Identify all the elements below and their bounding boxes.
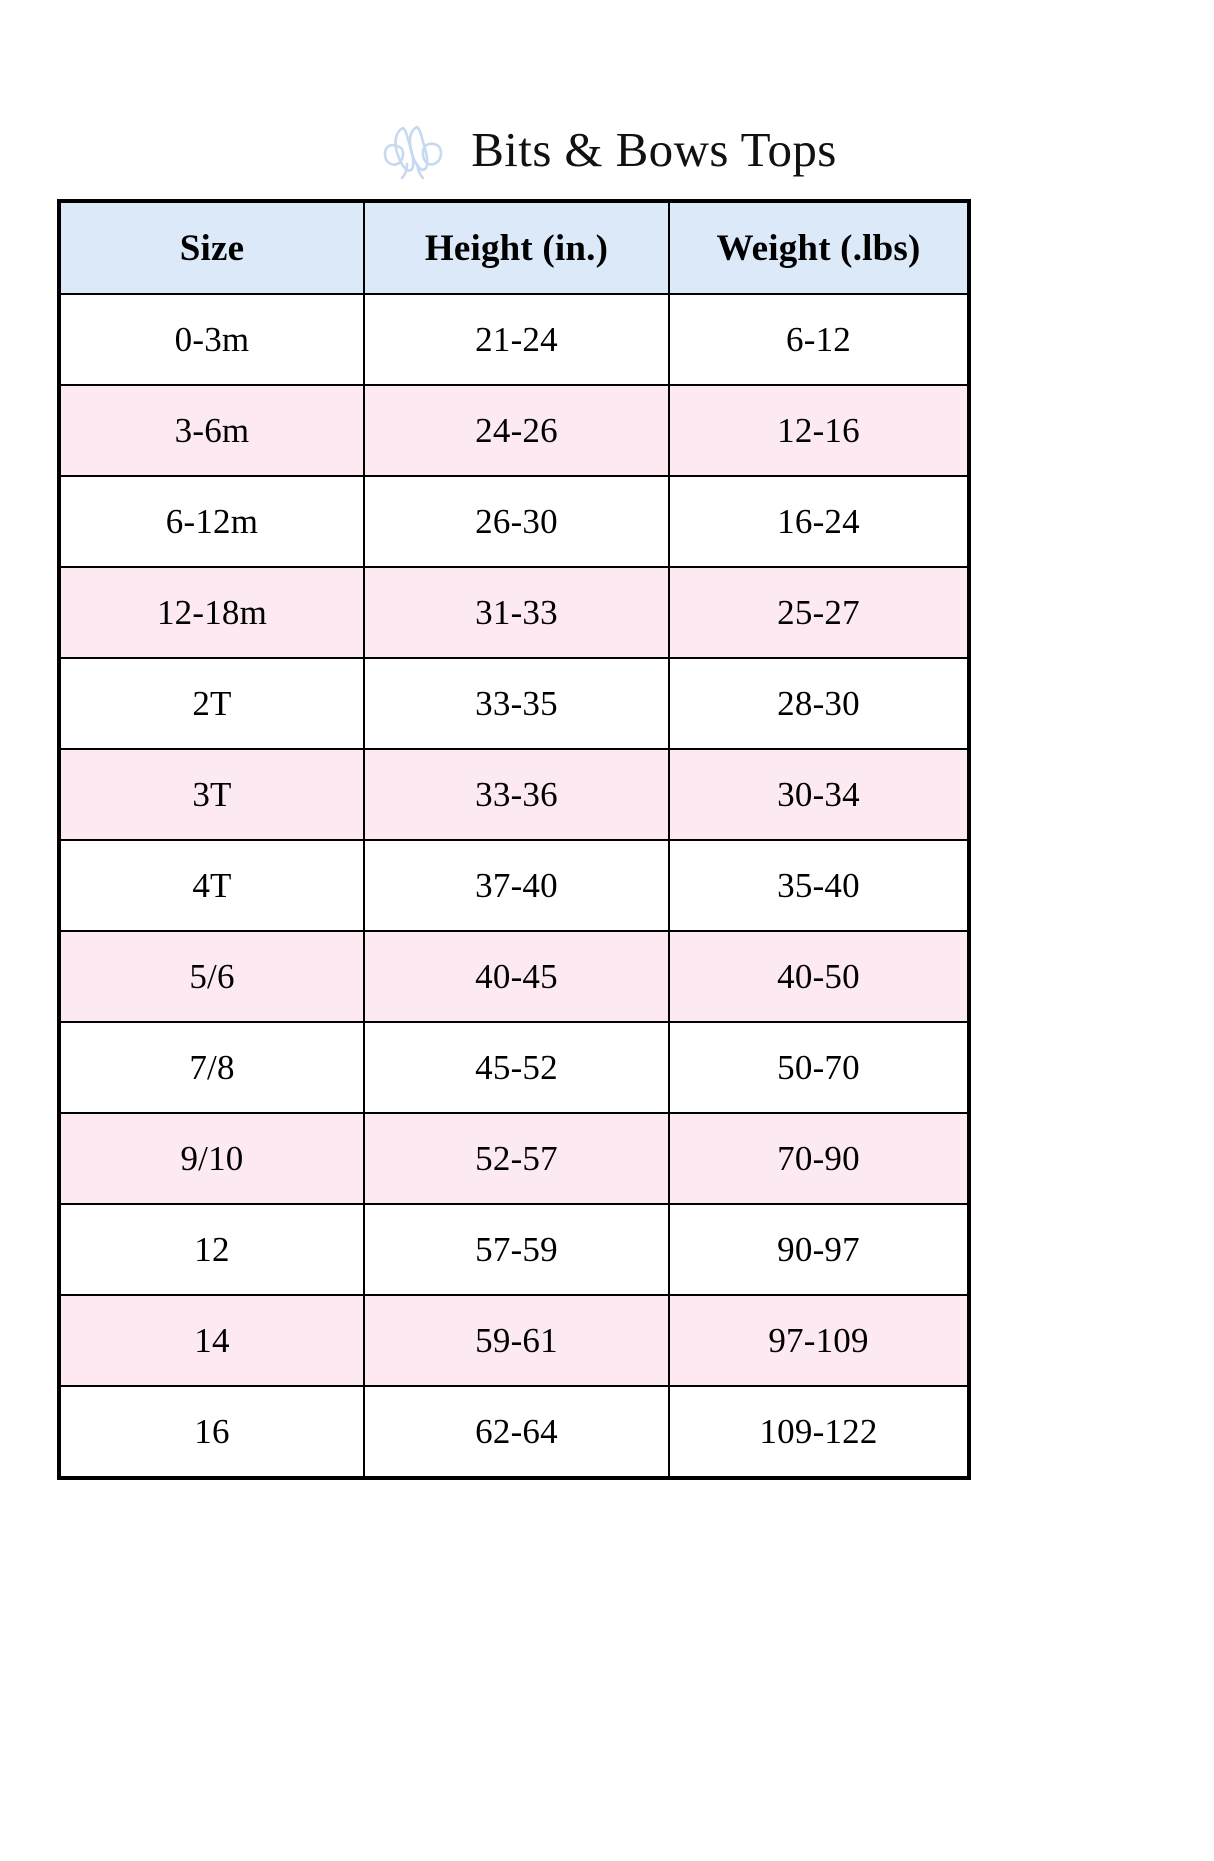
table-row: 0-3m 21-24 6-12 [58, 293, 970, 386]
cell-height: 33-36 [363, 748, 670, 841]
cell-height: 59-61 [363, 1294, 670, 1387]
cell-size: 7/8 [58, 1021, 365, 1114]
table-body: 0-3m 21-24 6-12 3-6m 24-26 12-16 6-12m 2… [58, 293, 970, 1479]
cell-weight: 90-97 [668, 1203, 970, 1296]
table-row: 3T 33-36 30-34 [58, 748, 970, 841]
cell-height: 21-24 [363, 293, 670, 386]
cell-size: 4T [58, 839, 365, 932]
cell-size: 6-12m [58, 475, 365, 568]
table-row: 12-18m 31-33 25-27 [58, 566, 970, 659]
cell-height: 62-64 [363, 1385, 670, 1479]
cell-weight: 6-12 [668, 293, 970, 386]
column-header-weight: Weight (.lbs) [668, 200, 970, 295]
cell-size: 14 [58, 1294, 365, 1387]
cell-size: 3T [58, 748, 365, 841]
cell-height: 24-26 [363, 384, 670, 477]
cell-weight: 25-27 [668, 566, 970, 659]
cell-weight: 97-109 [668, 1294, 970, 1387]
cell-weight: 70-90 [668, 1112, 970, 1205]
cell-size: 12 [58, 1203, 365, 1296]
page-title: Bits & Bows Tops [0, 118, 1214, 180]
cell-size: 3-6m [58, 384, 365, 477]
size-chart-table: Size Height (in.) Weight (.lbs) 0-3m 21-… [57, 199, 971, 1480]
cell-weight: 35-40 [668, 839, 970, 932]
table-row: 16 62-64 109-122 [58, 1385, 970, 1479]
table-row: 2T 33-35 28-30 [58, 657, 970, 750]
cell-height: 33-35 [363, 657, 670, 750]
size-chart-table-container: Size Height (in.) Weight (.lbs) 0-3m 21-… [57, 199, 971, 1480]
cell-weight: 40-50 [668, 930, 970, 1023]
cell-height: 45-52 [363, 1021, 670, 1114]
table-row: 3-6m 24-26 12-16 [58, 384, 970, 477]
cell-height: 31-33 [363, 566, 670, 659]
cell-size: 16 [58, 1385, 365, 1479]
page-title-text: Bits & Bows Tops [471, 121, 837, 177]
table-row: 5/6 40-45 40-50 [58, 930, 970, 1023]
table-header: Size Height (in.) Weight (.lbs) [58, 200, 970, 295]
column-header-size: Size [58, 200, 365, 295]
cell-size: 0-3m [58, 293, 365, 386]
cell-weight: 12-16 [668, 384, 970, 477]
cell-size: 12-18m [58, 566, 365, 659]
cell-height: 26-30 [363, 475, 670, 568]
cell-height: 37-40 [363, 839, 670, 932]
cell-size: 2T [58, 657, 365, 750]
cell-weight: 28-30 [668, 657, 970, 750]
cell-weight: 30-34 [668, 748, 970, 841]
bow-monogram-icon [383, 125, 443, 180]
table-row: 12 57-59 90-97 [58, 1203, 970, 1296]
table-header-row: Size Height (in.) Weight (.lbs) [58, 200, 970, 295]
cell-weight: 50-70 [668, 1021, 970, 1114]
cell-weight: 16-24 [668, 475, 970, 568]
cell-height: 57-59 [363, 1203, 670, 1296]
cell-weight: 109-122 [668, 1385, 970, 1479]
table-row: 6-12m 26-30 16-24 [58, 475, 970, 568]
table-row: 7/8 45-52 50-70 [58, 1021, 970, 1114]
table-row: 4T 37-40 35-40 [58, 839, 970, 932]
cell-size: 5/6 [58, 930, 365, 1023]
cell-height: 40-45 [363, 930, 670, 1023]
column-header-height: Height (in.) [363, 200, 670, 295]
table-row: 14 59-61 97-109 [58, 1294, 970, 1387]
cell-size: 9/10 [58, 1112, 365, 1205]
cell-height: 52-57 [363, 1112, 670, 1205]
table-row: 9/10 52-57 70-90 [58, 1112, 970, 1205]
